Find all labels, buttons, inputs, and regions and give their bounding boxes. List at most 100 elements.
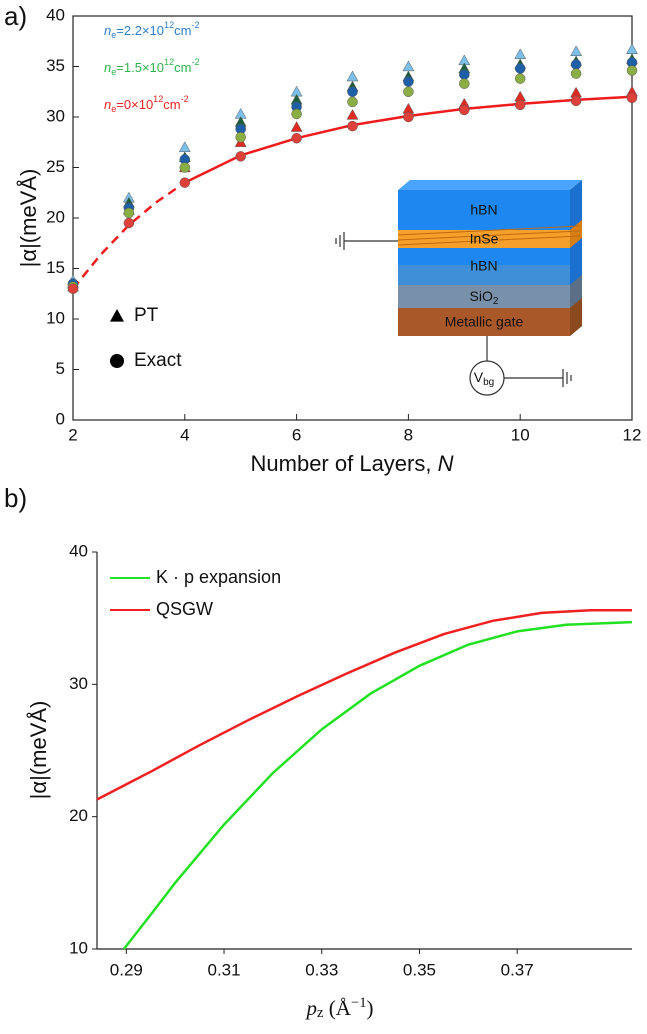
y-tick-label: 40 bbox=[46, 5, 65, 24]
x-axis-label-part: −1 bbox=[351, 995, 367, 1011]
legend-marker bbox=[110, 354, 124, 368]
y-tick-label: 40 bbox=[69, 541, 88, 560]
exact-point bbox=[67, 283, 79, 294]
legend-entry-part: e bbox=[111, 30, 116, 40]
legend-entry-part: cm bbox=[163, 97, 180, 112]
line-series bbox=[96, 608, 632, 801]
line-series bbox=[122, 620, 633, 950]
exact-point bbox=[347, 96, 358, 108]
y-tick-label: 25 bbox=[46, 157, 65, 176]
layer-label: hBN bbox=[470, 202, 497, 218]
x-tick-label: 0.35 bbox=[403, 960, 436, 979]
pt-point bbox=[346, 108, 359, 120]
oxide-sub: 2 bbox=[493, 296, 499, 307]
y-axis-label: |α|(meVÅ) bbox=[16, 169, 41, 268]
exact-point bbox=[514, 99, 526, 111]
oxide-label: SiO bbox=[470, 288, 493, 304]
x-tick-label: 6 bbox=[292, 425, 301, 444]
pt-point bbox=[570, 45, 583, 56]
exact-point bbox=[459, 78, 470, 89]
layer-side bbox=[570, 238, 582, 285]
layer-side bbox=[570, 180, 582, 230]
exact-point bbox=[459, 69, 470, 80]
legend-label: QSGW bbox=[156, 599, 213, 619]
layer-side bbox=[570, 275, 582, 308]
layer-gate bbox=[398, 308, 570, 336]
x-axis-label-part: p bbox=[304, 996, 317, 1020]
legend-entry-part: -2 bbox=[181, 94, 189, 104]
panel-label: a) bbox=[4, 1, 27, 31]
y-tick-label: 20 bbox=[69, 806, 88, 825]
exact-point bbox=[514, 63, 526, 74]
exact-point bbox=[570, 95, 582, 107]
legend-entry-part: -2 bbox=[191, 57, 199, 67]
legend-entry: ne=2.2×1012cm-2 bbox=[104, 20, 200, 40]
y-tick-label: 5 bbox=[56, 359, 65, 378]
exact-point bbox=[403, 86, 414, 97]
y-tick-label: 15 bbox=[46, 258, 65, 277]
y-tick-label: 30 bbox=[46, 106, 65, 125]
legend-label: PT bbox=[134, 305, 159, 326]
pt-point bbox=[178, 141, 191, 152]
y-tick-label: 30 bbox=[69, 674, 88, 693]
layer-label: InSe bbox=[470, 231, 499, 247]
x-tick-label: 4 bbox=[180, 425, 189, 444]
x-tick-label: 0.29 bbox=[110, 960, 143, 979]
exact-point bbox=[235, 151, 246, 162]
exact-point bbox=[123, 217, 135, 229]
pt-point bbox=[290, 121, 303, 132]
legend-entry-part: e bbox=[111, 104, 116, 114]
legend-entry-part: =1.5×10 bbox=[116, 60, 164, 75]
x-axis-label: Number of Layers, N bbox=[251, 451, 454, 476]
x-axis-label: pz (Å−1) bbox=[304, 995, 373, 1021]
device-inset: hBN InSe hBN SiO2 Metallic gate Vbg bbox=[335, 180, 582, 396]
y-tick-label: 20 bbox=[46, 207, 65, 226]
legend-entry-part: n bbox=[104, 60, 111, 75]
inse-line bbox=[397, 230, 581, 241]
exact-point bbox=[347, 120, 358, 132]
legend-entry: ne=0×1012cm-2 bbox=[104, 94, 189, 114]
layer-sio2 bbox=[398, 285, 570, 308]
legend-entry-part: -2 bbox=[191, 20, 199, 30]
x-axis-label-part: (Å bbox=[323, 996, 351, 1020]
x-tick-label: 2 bbox=[68, 425, 77, 444]
layer-label: SiO2 bbox=[470, 288, 499, 307]
legend-entry-part: n bbox=[104, 97, 111, 112]
exact-point bbox=[626, 65, 638, 76]
exact-point bbox=[347, 86, 358, 97]
exact-point bbox=[291, 108, 302, 120]
exact-point bbox=[123, 207, 135, 219]
pt-point bbox=[626, 43, 638, 54]
exact-point bbox=[403, 76, 414, 87]
exact-point bbox=[626, 92, 638, 104]
x-axis-label-part: z bbox=[317, 1005, 324, 1021]
exact-point bbox=[570, 59, 582, 70]
exact-point bbox=[459, 104, 470, 116]
layer-side bbox=[570, 220, 582, 248]
legend-entry-part: 12 bbox=[153, 94, 163, 104]
y-tick-label: 0 bbox=[56, 409, 65, 428]
x-tick-label: 8 bbox=[404, 425, 413, 444]
y-axis-label: |α|(meVÅ) bbox=[26, 701, 51, 800]
layer-hbn-top bbox=[398, 190, 570, 230]
x-axis-label-text: Number of Layers, bbox=[251, 451, 438, 476]
inse-line bbox=[397, 225, 581, 236]
exact-point bbox=[235, 131, 246, 143]
x-tick-label: 0.31 bbox=[207, 960, 240, 979]
legend-entry-part: cm bbox=[174, 60, 191, 75]
legend-label: Exact bbox=[134, 350, 182, 371]
x-tick-label: 10 bbox=[511, 425, 530, 444]
x-axis-label-part: ) bbox=[367, 996, 374, 1020]
layer-inse bbox=[398, 230, 570, 248]
source-label: Vbg bbox=[474, 369, 494, 388]
legend-entry-part: =2.2×10 bbox=[116, 23, 164, 38]
layer-hbn-bottom bbox=[398, 265, 570, 285]
legend-entry-part: 12 bbox=[164, 20, 174, 30]
legend-entry-part: e bbox=[111, 67, 116, 77]
x-tick-label: 0.37 bbox=[501, 960, 534, 979]
legend-entry-part: n bbox=[104, 23, 111, 38]
legend-entry-part: =0×10 bbox=[116, 97, 153, 112]
legend-entry-part: cm bbox=[174, 23, 191, 38]
legend-marker bbox=[110, 309, 124, 322]
